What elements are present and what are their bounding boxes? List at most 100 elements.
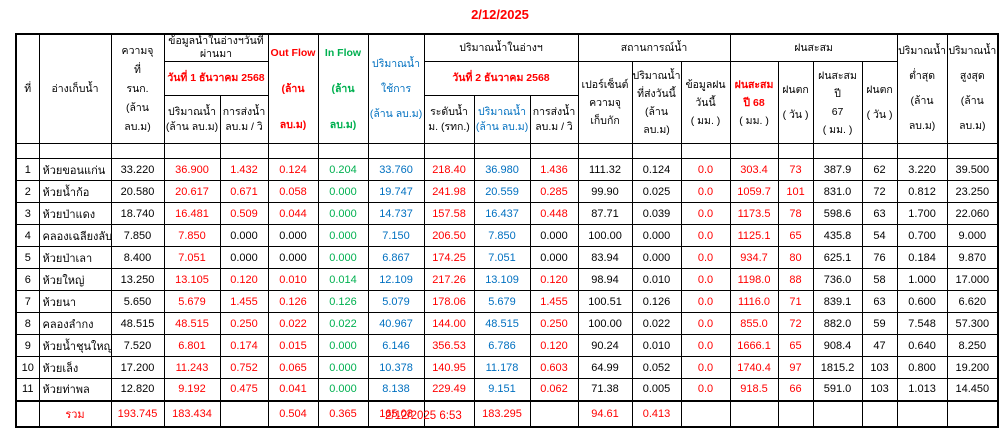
cell-vol1: 7.051 — [163, 246, 221, 269]
col-header-rain-today: ข้อมูลฝน วันนี้ ( มม. ) — [680, 61, 731, 144]
cell-send1: 0.250 — [219, 312, 269, 335]
cell-vmax: 6.620 — [946, 290, 999, 313]
cell-send2: 0.250 — [529, 312, 579, 335]
cell-days68: 78 — [777, 202, 814, 225]
total-send1 — [219, 399, 269, 427]
cell-inflow: 0.022 — [317, 312, 369, 335]
spacer-level — [423, 143, 475, 159]
group-header-water-status: สถานการณ์น้ำ — [577, 33, 731, 62]
cell-rain67: 625.1 — [812, 246, 863, 269]
cell-days67: 62 — [861, 158, 898, 181]
reservoir-row: 11 ห้วยท่าพล 12.820 9.192 0.475 0.041 0.000 8.1… — [15, 378, 999, 401]
cell-vmin: 3.220 — [896, 158, 948, 181]
reservoir-row: 1 ห้วยขอนแก่น 33.220 36.900 1.432 0.124 0.204 3… — [15, 158, 999, 181]
cell-vmax: 8.250 — [946, 334, 999, 357]
cell-vmin: 0.184 — [896, 246, 948, 269]
cell-usable: 7.150 — [367, 224, 425, 247]
spacer-no — [15, 143, 40, 159]
cell-days68: 72 — [777, 312, 814, 335]
spacer-rain67 — [812, 143, 863, 159]
total-percent: 94.61 — [577, 399, 633, 427]
cell-send1: 0.120 — [219, 268, 269, 291]
cell-outflow: 0.010 — [267, 268, 319, 291]
cell-outflow: 0.015 — [267, 334, 319, 357]
cell-send1: 0.174 — [219, 334, 269, 357]
cell-rain67: 1815.2 — [812, 356, 863, 379]
spacer-send1 — [219, 143, 269, 159]
report-date: 2/12/2025 — [471, 7, 529, 22]
cell-vmin: 0.600 — [896, 290, 948, 313]
cell-percent: 90.24 — [577, 334, 633, 357]
cell-send2: 1.455 — [529, 290, 579, 313]
cell-inflow: 0.000 — [317, 246, 369, 269]
group-header-rain-accumulated: ฝนสะสม — [729, 33, 898, 62]
cell-send2: 0.120 — [529, 334, 579, 357]
cell-outflow: 0.065 — [267, 356, 319, 379]
spacer-outflow — [267, 143, 319, 159]
cell-days68: 66 — [777, 378, 814, 401]
cell-send2: 0.000 — [529, 224, 579, 247]
subheader-date-dec1: วันที่ 1 ธันวาคม 2568 — [163, 60, 269, 97]
cell-rain_today: 0.0 — [680, 224, 731, 247]
cell-rain_today: 0.0 — [680, 246, 731, 269]
spacer-usable — [367, 143, 425, 159]
reservoir-row: 9 ห้วยน้ำชุนใหญ่ 7.520 6.801 0.174 0.015 0.000… — [15, 334, 999, 357]
reservoir-row: 7 ห้วยนา 5.650 5.679 1.455 0.126 0.126 5.079 178… — [15, 290, 999, 313]
col-header-outflow: Out Flow (ล้าน ลบ.ม) — [267, 33, 319, 144]
cell-no: 10 — [15, 356, 40, 379]
cell-vol2: 20.559 — [473, 180, 531, 203]
cell-capacity: 8.400 — [110, 246, 165, 269]
rain-acc-68-label: ฝนสะสม ปี 68 — [734, 78, 774, 109]
cell-no: 2 — [15, 180, 40, 203]
cell-rain67: 882.0 — [812, 312, 863, 335]
cell-name: ห้วยป่าแดง — [38, 202, 112, 225]
total-no — [15, 399, 40, 427]
total-usable: 165.08 — [367, 399, 425, 427]
cell-rain_today: 0.0 — [680, 290, 731, 313]
cell-vmin: 7.548 — [896, 312, 948, 335]
total-send2 — [529, 399, 579, 427]
cell-sent_today: 0.124 — [631, 158, 682, 181]
cell-days68: 80 — [777, 246, 814, 269]
cell-vmax: 23.250 — [946, 180, 999, 203]
cell-send1: 0.475 — [219, 378, 269, 401]
cell-sent_today: 0.005 — [631, 378, 682, 401]
total-sent_today: 0.413 — [631, 399, 682, 427]
cell-rain67: 736.0 — [812, 268, 863, 291]
cell-level: 217.26 — [423, 268, 475, 291]
col-header-send-dec2: การส่งน้ำ ลบ.ม / วิ — [529, 95, 579, 144]
cell-percent: 100.00 — [577, 312, 633, 335]
cell-vmax: 17.000 — [946, 268, 999, 291]
total-vmax — [946, 399, 999, 427]
cell-send1: 0.000 — [219, 224, 269, 247]
reservoir-row: 4 คลองเฉลียงลับ 7.850 7.850 0.000 0.000 0.000 7… — [15, 224, 999, 247]
cell-capacity: 13.250 — [110, 268, 165, 291]
cell-no: 9 — [15, 334, 40, 357]
reservoir-row: 10 ห้วยเล็ง 17.200 11.243 0.752 0.065 0.000 10.… — [15, 356, 999, 379]
cell-vol1: 6.801 — [163, 334, 221, 357]
col-header-level-dec2: ระดับน้ำ ม. (รทก.) — [423, 95, 475, 144]
cell-no: 8 — [15, 312, 40, 335]
cell-vol2: 36.980 — [473, 158, 531, 181]
cell-rain68: 1116.0 — [729, 290, 779, 313]
cell-percent: 87.71 — [577, 202, 633, 225]
spacer-send2 — [529, 143, 579, 159]
cell-usable: 10.378 — [367, 356, 425, 379]
spacer-vmax — [946, 143, 999, 159]
rain-acc-67-label: ฝนสะสม ปี 67 — [818, 69, 857, 118]
cell-send1: 0.000 — [219, 246, 269, 269]
cell-rain67: 598.6 — [812, 202, 863, 225]
total-name: รวม — [38, 399, 112, 427]
cell-level: 218.40 — [423, 158, 475, 181]
cell-send1: 1.455 — [219, 290, 269, 313]
cell-rain67: 591.0 — [812, 378, 863, 401]
cell-rain67: 435.8 — [812, 224, 863, 247]
spacer-sent_today — [631, 143, 682, 159]
cell-outflow: 0.126 — [267, 290, 319, 313]
cell-vol1: 36.900 — [163, 158, 221, 181]
cell-sent_today: 0.000 — [631, 246, 682, 269]
cell-vol1: 7.850 — [163, 224, 221, 247]
col-header-rain-days-68: ฝนตก ( วัน ) — [777, 61, 814, 144]
cell-capacity: 33.220 — [110, 158, 165, 181]
cell-days68: 97 — [777, 356, 814, 379]
